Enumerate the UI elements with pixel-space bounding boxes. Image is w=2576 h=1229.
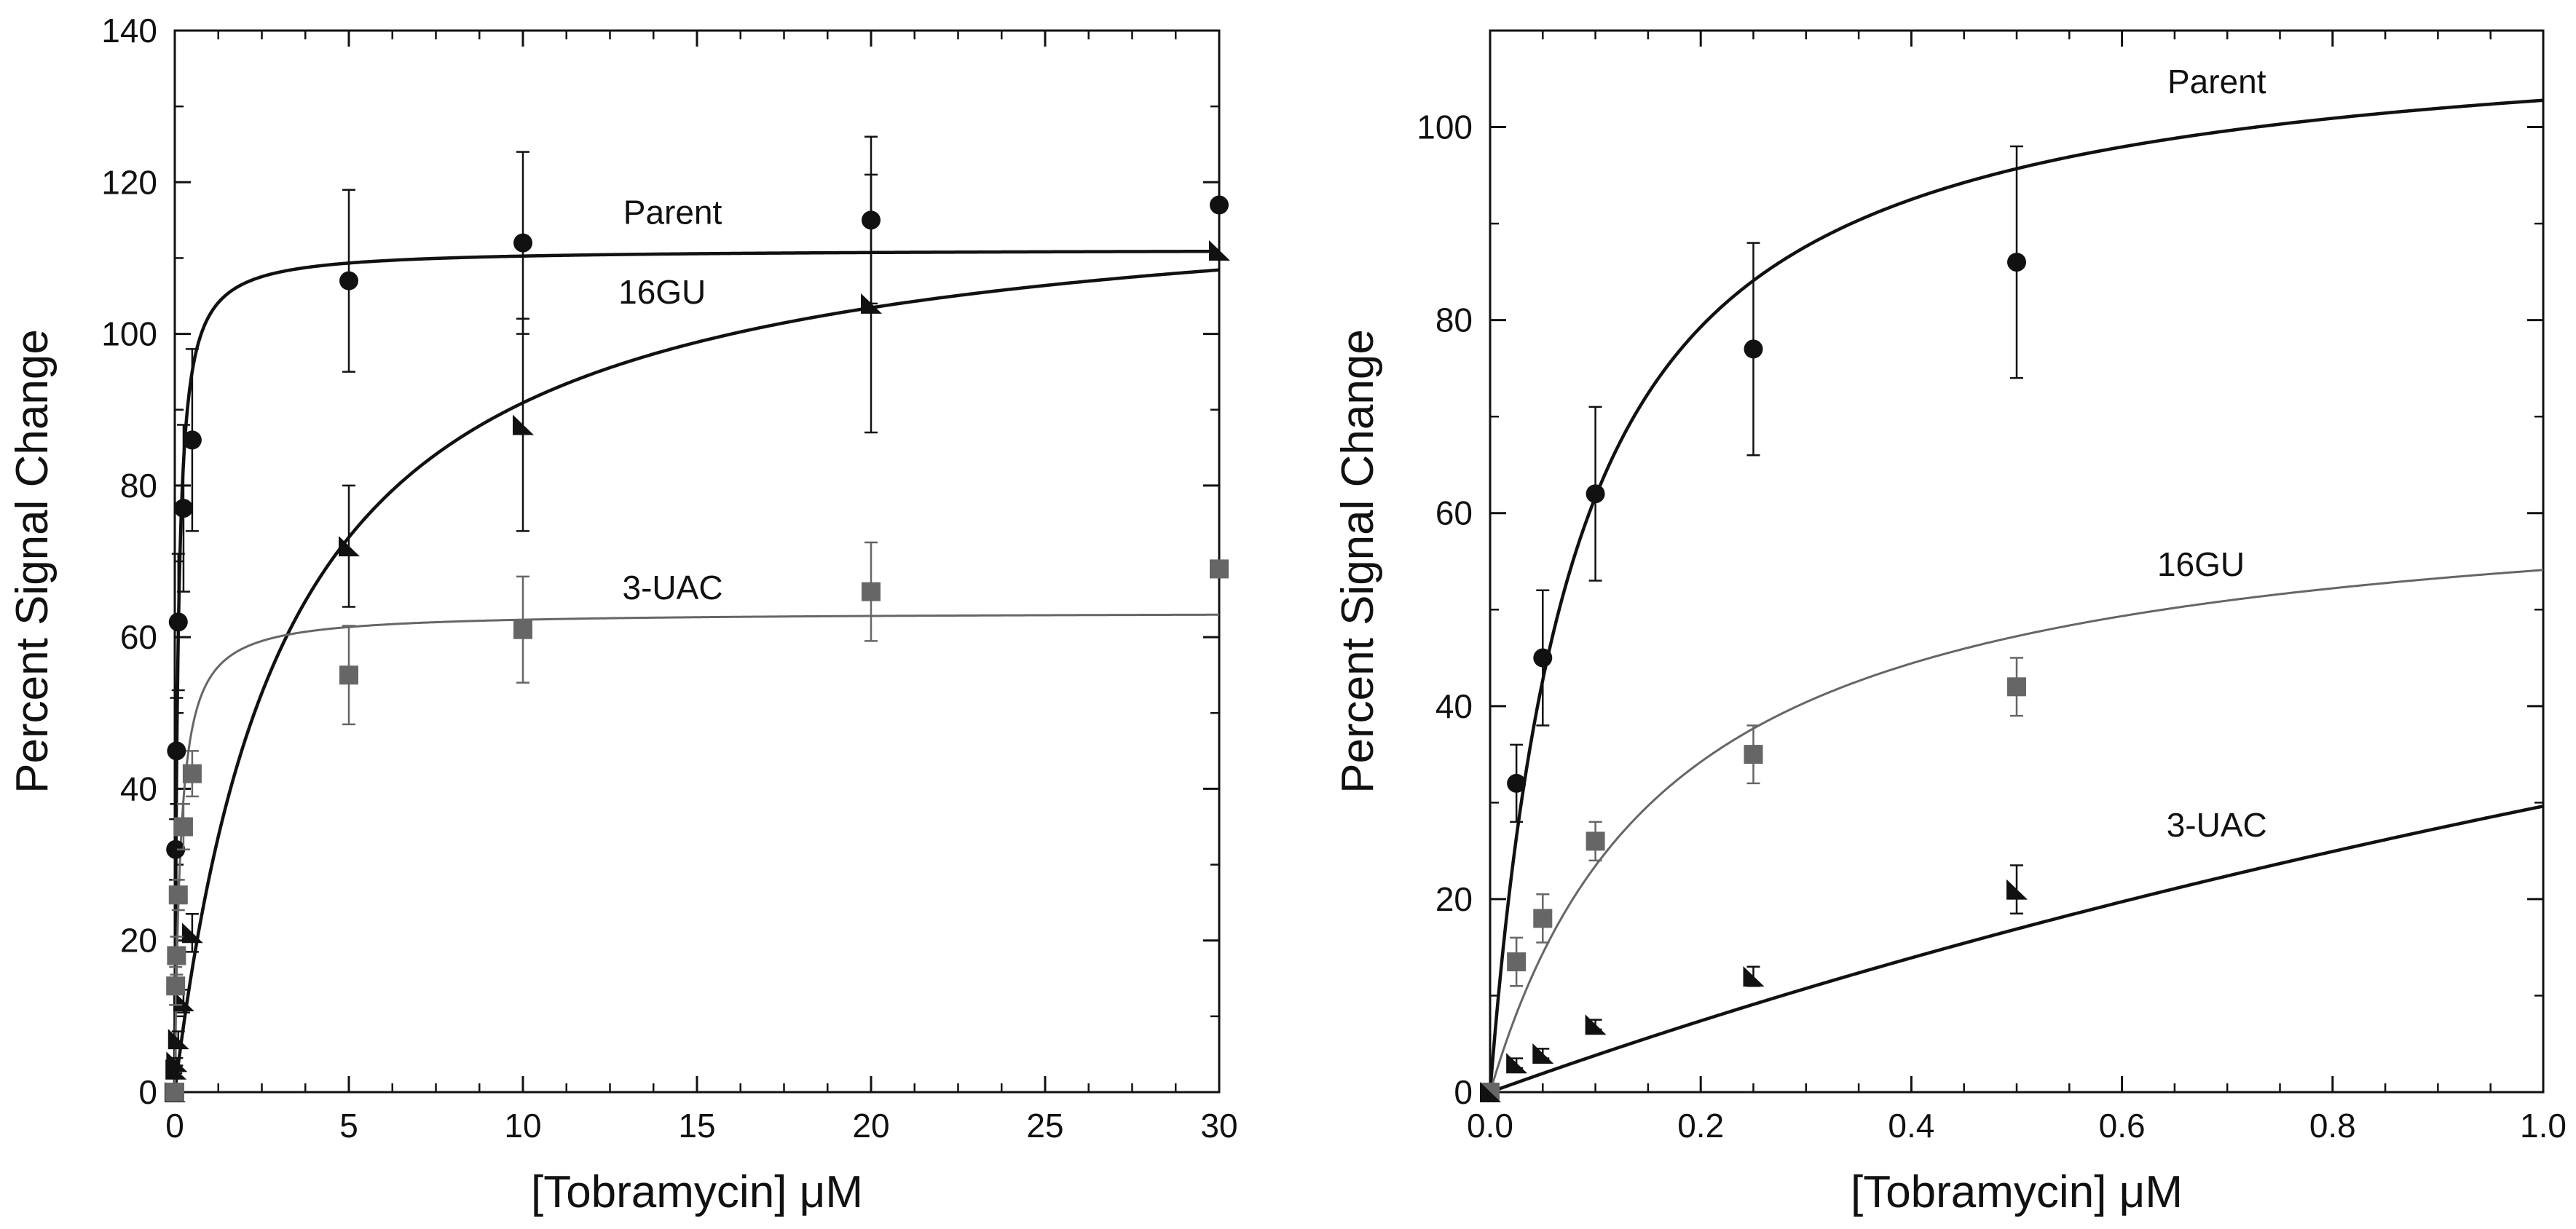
curve-label-16gu: 16GU [618, 273, 706, 311]
chart-right: 0.0 0.2 0.4 0.6 0.8 1.0 0 20 40 60 80 100 [Tobramyci… [1333, 29, 2567, 1217]
y-tick-label: 100 [101, 315, 157, 353]
x-tick-label: 15 [678, 1107, 715, 1145]
data-point-parent [1744, 339, 1763, 359]
x-tick-label: 1.0 [2520, 1107, 2567, 1145]
fit-curve-parent [1488, 98, 2544, 1093]
data-point-parent [167, 741, 186, 761]
data-point-3-uac [173, 817, 193, 837]
y-tick-label: 0 [138, 1073, 157, 1111]
y-tick-label: 80 [1435, 301, 1473, 339]
data-point-parent [1210, 195, 1229, 215]
curve-label-16gu: 16GU [2157, 545, 2245, 583]
data-point-16gu [861, 293, 882, 314]
data-point-16gu [166, 1051, 188, 1072]
data-point-16gu [2007, 677, 2026, 697]
data-point-parent [182, 430, 202, 450]
y-axis-label: Percent Signal Change [7, 329, 58, 794]
data-point-3-uac [1743, 965, 1765, 987]
data-point-16gu [181, 922, 203, 944]
data-point-3-uac [165, 1083, 184, 1102]
y-tick-label: 20 [120, 922, 157, 960]
y-tick-label: 0 [1454, 1073, 1473, 1111]
curve-label-3-uac: 3-UAC [623, 569, 723, 606]
fit-curve-3-uac [173, 613, 1220, 1092]
y-tick-label: 60 [120, 618, 157, 656]
fit-curve-16gu [1489, 569, 2544, 1093]
y-tick-label: 20 [1435, 880, 1473, 918]
x-tick-label: 30 [1200, 1107, 1237, 1145]
data-point-3-uac [1532, 1043, 1554, 1064]
data-point-16gu [1507, 952, 1527, 972]
data-point-16gu [168, 1029, 189, 1050]
data-point-3-uac [1585, 1014, 1607, 1035]
data-point-16gu [173, 991, 194, 1012]
data-point-3-uac [1480, 1082, 1501, 1102]
y-tick-label: 100 [1417, 108, 1473, 146]
data-point-16gu [1533, 909, 1553, 928]
y-tick-label: 60 [1435, 494, 1473, 532]
x-tick-label: 0.2 [1677, 1107, 1724, 1145]
data-point-16gu [1744, 745, 1763, 764]
data-point-3-uac [168, 885, 188, 905]
chart-left: 0 5 10 15 20 25 30 0 20 40 60 80 100 120 140 [Tobramyci… [7, 12, 1238, 1217]
data-point-16gu [1209, 240, 1230, 261]
x-tick-label: 0.0 [1467, 1107, 1513, 1145]
data-point-parent [1507, 773, 1527, 793]
x-tick-label: 20 [852, 1107, 889, 1145]
x-tick-label: 5 [339, 1107, 358, 1145]
y-tick-label: 140 [101, 12, 157, 50]
curve-label-parent: Parent [623, 194, 722, 232]
data-point-3-uac [166, 976, 186, 996]
data-point-3-uac [513, 620, 532, 639]
data-point-parent [1533, 648, 1553, 668]
data-point-parent [339, 271, 358, 291]
data-point-parent [173, 499, 193, 518]
data-point-16gu [1586, 831, 1605, 851]
data-point-3-uac [339, 665, 358, 685]
fit-curve-3-uac [1489, 805, 2544, 1094]
data-point-3-uac [182, 764, 202, 783]
data-point-3-uac [167, 946, 186, 965]
y-tick-label: 120 [101, 163, 157, 201]
curve-label-3-uac: 3-UAC [2167, 806, 2267, 844]
y-tick-label: 80 [120, 467, 157, 505]
fit-curve-parent [173, 249, 1220, 1092]
data-point-16gu [339, 536, 360, 557]
fit-curve-16gu [173, 268, 1220, 1093]
data-point-parent [2007, 253, 2026, 272]
x-tick-label: 0.8 [2309, 1107, 2356, 1145]
data-point-3-uac [1210, 559, 1229, 579]
data-point-parent [513, 233, 532, 253]
curve-label-parent: Parent [2167, 63, 2266, 100]
data-point-3-uac [1506, 1053, 1528, 1074]
x-axis-label: [Tobramycin] μM [531, 1167, 863, 1217]
data-point-parent [166, 839, 186, 859]
x-tick-label: 10 [504, 1107, 541, 1145]
x-tick-label: 0 [165, 1107, 184, 1145]
x-tick-label: 0.4 [1888, 1107, 1934, 1145]
data-point-parent [1586, 484, 1605, 504]
x-tick-label: 0.6 [2099, 1107, 2146, 1145]
data-point-parent [168, 612, 188, 632]
x-tick-label: 25 [1026, 1107, 1063, 1145]
y-tick-label: 40 [120, 770, 157, 807]
data-point-16gu [513, 414, 534, 435]
data-point-3-uac [862, 582, 881, 601]
data-point-3-uac [2006, 879, 2028, 900]
x-axis-label: [Tobramycin] μM [1851, 1167, 2183, 1217]
y-tick-label: 40 [1435, 687, 1473, 725]
y-axis-label: Percent Signal Change [1333, 329, 1383, 794]
